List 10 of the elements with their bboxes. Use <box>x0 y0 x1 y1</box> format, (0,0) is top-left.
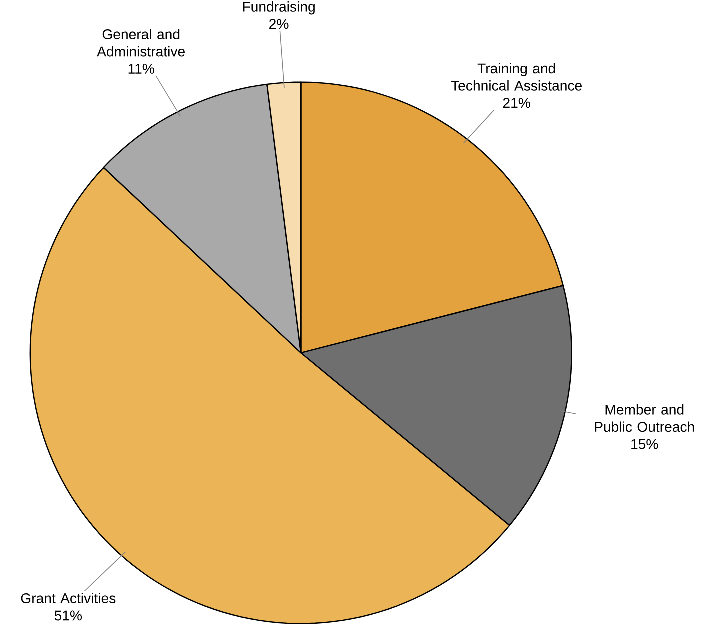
slice-label: Fundraising <box>243 1 315 14</box>
slice-label: General and Administrative <box>97 28 185 57</box>
slice-label: Member and Public Outreach <box>595 404 694 432</box>
slice-label: Training and Technical Assistance <box>451 63 582 91</box>
slice-label: Grant Activities <box>21 592 116 604</box>
data-label: 21% <box>503 98 530 108</box>
data-label: 2% <box>270 18 289 29</box>
data-label: 11% <box>128 64 154 74</box>
data-label: 51% <box>54 610 82 621</box>
data-label: 15% <box>632 439 658 450</box>
